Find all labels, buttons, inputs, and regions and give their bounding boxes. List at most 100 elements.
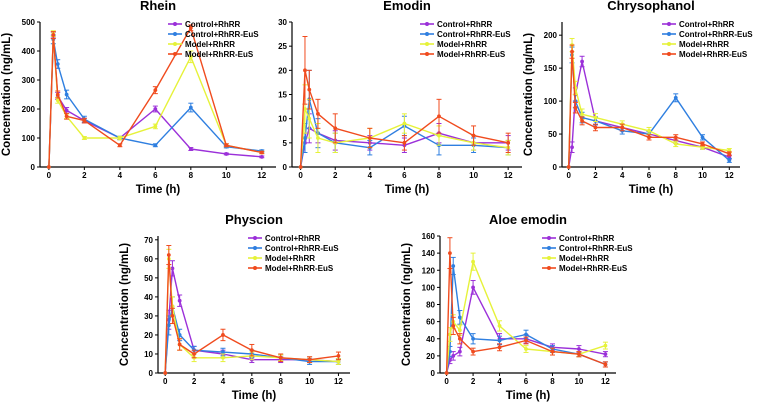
data-point — [570, 49, 574, 54]
data-point — [448, 332, 452, 337]
data-point — [673, 95, 678, 100]
x-tick-label: 6 — [647, 171, 652, 180]
data-point — [153, 107, 158, 111]
x-tick-label: 12 — [334, 377, 343, 386]
y-tick-label: 0 — [283, 163, 288, 172]
y-tick-label: 20 — [426, 352, 435, 361]
legend-swatch-marker — [425, 32, 429, 36]
legend-label: Model+RhRR-EuS — [185, 50, 254, 59]
x-axis-label: Time (h) — [629, 184, 674, 196]
series-line — [568, 44, 730, 168]
data-point — [307, 357, 312, 362]
legend-label: Model+RhRR — [265, 254, 315, 263]
data-point — [437, 114, 441, 119]
series-line — [299, 69, 509, 168]
data-point — [307, 87, 312, 92]
legend-swatch-marker — [547, 246, 551, 250]
series-control-rhrr — [444, 280, 608, 375]
y-tick-label: 30 — [278, 18, 287, 27]
series-line — [568, 51, 730, 168]
data-point — [55, 92, 60, 97]
x-tick-label: 2 — [192, 377, 197, 386]
series-model-rhrr — [298, 84, 511, 169]
y-tick-label: 100 — [22, 134, 36, 143]
data-point — [524, 332, 528, 337]
x-tick-label: 2 — [593, 171, 598, 180]
data-point — [259, 154, 264, 159]
legend-label: Control+RhRR-EuS — [265, 244, 339, 253]
y-axis-label: Concentration (ng/mL) — [523, 33, 535, 156]
data-point — [153, 143, 158, 148]
y-tick-label: 100 — [422, 283, 436, 292]
y-tick-label: 0 — [31, 163, 36, 172]
y-tick-label: 100 — [544, 97, 558, 106]
data-point — [336, 353, 341, 358]
series-line — [164, 254, 339, 374]
series-line — [48, 27, 262, 168]
legend-swatch-marker — [173, 52, 177, 56]
legend-label: Control+RhRR-EuS — [185, 30, 259, 39]
legend-swatch-marker — [547, 266, 551, 270]
data-point — [647, 135, 651, 140]
data-point — [188, 25, 193, 30]
data-point — [303, 68, 307, 73]
series-control-rhrr-eus — [566, 46, 732, 169]
data-point — [673, 142, 678, 146]
data-point — [170, 266, 175, 271]
legend-label: Control+RhRR — [437, 20, 493, 29]
series-model-rhrr-eus — [298, 36, 511, 169]
data-point — [603, 362, 608, 367]
chart-title: Aloe emodin — [489, 212, 567, 227]
legend-swatch-marker — [667, 52, 671, 56]
data-point — [593, 125, 598, 130]
legend-swatch-marker — [425, 52, 429, 56]
y-tick-label: 140 — [422, 249, 436, 258]
data-point — [177, 342, 182, 347]
x-tick-label: 4 — [221, 377, 226, 386]
series-line — [568, 60, 730, 168]
data-point — [82, 136, 87, 140]
legend-label: Control+RhRR-EuS — [559, 244, 633, 253]
data-point — [577, 352, 581, 357]
x-tick-label: 2 — [333, 171, 338, 180]
y-axis-label: Concentration (ng/mL) — [1, 33, 13, 156]
data-point — [55, 98, 60, 103]
data-point — [316, 111, 320, 116]
x-tick-label: 0 — [298, 171, 303, 180]
y-tick-label: 500 — [22, 18, 36, 27]
y-axis-label: Concentration (ng/mL) — [401, 243, 413, 366]
data-point — [437, 133, 441, 138]
data-point — [64, 108, 69, 113]
data-point — [188, 54, 193, 59]
y-tick-label: 150 — [544, 64, 558, 73]
data-point — [307, 116, 312, 121]
x-axis-label: Time (h) — [136, 184, 181, 196]
data-point — [573, 105, 578, 110]
data-point — [603, 352, 608, 357]
data-point — [700, 135, 705, 140]
y-tick-label: 200 — [22, 105, 36, 114]
legend: Control+RhRRControl+RhRR-EuSModel+RhRRMo… — [420, 20, 511, 59]
legend-swatch-marker — [667, 32, 671, 36]
series-line — [48, 38, 262, 168]
y-tick-label: 200 — [544, 31, 558, 40]
data-point — [593, 115, 598, 120]
legend-label: Control+RhRR-EuS — [437, 30, 511, 39]
data-point — [457, 349, 462, 354]
data-point — [471, 259, 475, 264]
data-point — [457, 336, 462, 341]
data-point — [153, 88, 158, 93]
data-point — [298, 165, 303, 169]
series-line — [299, 98, 509, 168]
series-line — [445, 265, 606, 374]
x-tick-label: 4 — [118, 171, 123, 180]
data-point — [566, 165, 571, 169]
x-tick-label: 10 — [222, 171, 231, 180]
y-tick-label: 70 — [144, 236, 153, 245]
data-point — [451, 324, 456, 328]
data-point — [497, 324, 502, 328]
series-line — [445, 252, 606, 374]
series-model-rhrr-eus — [566, 44, 732, 169]
data-point — [221, 350, 225, 354]
